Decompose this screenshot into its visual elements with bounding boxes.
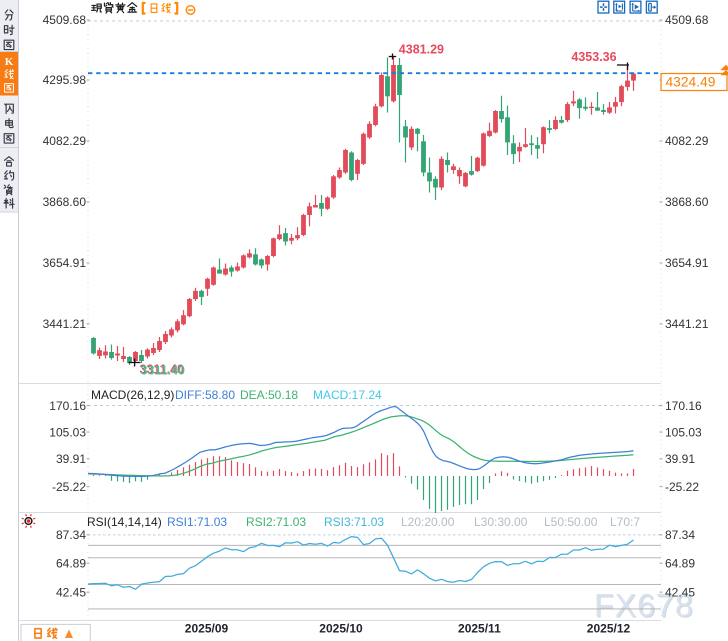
svg-text:4082.29: 4082.29	[43, 134, 87, 148]
svg-text:170.16: 170.16	[49, 399, 86, 413]
svg-text:87.34: 87.34	[665, 528, 695, 542]
svg-text:170.16: 170.16	[665, 399, 702, 413]
svg-text:3654.91: 3654.91	[43, 256, 87, 270]
svg-text:FX678: FX678	[595, 589, 695, 625]
svg-text:2025/11: 2025/11	[458, 622, 501, 636]
svg-text:3654.91: 3654.91	[665, 256, 709, 270]
svg-text:-25.22: -25.22	[665, 480, 699, 494]
svg-text:RSI3:71.03: RSI3:71.03	[324, 515, 384, 529]
svg-text:3311.40: 3311.40	[140, 363, 185, 377]
svg-text:4324.49: 4324.49	[666, 75, 716, 90]
svg-text:3868.60: 3868.60	[43, 195, 87, 209]
svg-text:39.91: 39.91	[56, 452, 86, 466]
svg-text:4381.29: 4381.29	[399, 43, 444, 57]
svg-text:3311.40: 3311.40	[141, 363, 186, 377]
svg-text:RSI1:71.03: RSI1:71.03	[167, 515, 227, 529]
svg-text:2025/09: 2025/09	[185, 622, 229, 636]
svg-text:39.91: 39.91	[665, 452, 695, 466]
svg-text:L70:7: L70:7	[610, 515, 640, 529]
svg-text:L50:50.00: L50:50.00	[544, 515, 598, 529]
svg-text:3441.21: 3441.21	[43, 317, 87, 331]
svg-text:42.45: 42.45	[665, 585, 695, 599]
svg-text:MACD(26,12,9): MACD(26,12,9)	[91, 388, 174, 402]
svg-text:2025/10: 2025/10	[319, 622, 363, 636]
svg-text:87.34: 87.34	[56, 528, 86, 542]
svg-text:L30:30.00: L30:30.00	[474, 515, 528, 529]
svg-text:-25.22: -25.22	[52, 480, 86, 494]
svg-text:4295.98: 4295.98	[43, 73, 87, 87]
svg-text:42.45: 42.45	[56, 585, 86, 599]
svg-text:64.89: 64.89	[56, 557, 86, 571]
svg-text:RSI2:71.03: RSI2:71.03	[246, 515, 306, 529]
svg-text:RSI(14,14,14): RSI(14,14,14)	[87, 515, 162, 529]
svg-text:2025/12: 2025/12	[587, 622, 631, 636]
svg-text:4509.68: 4509.68	[665, 13, 709, 27]
svg-text:4353.36: 4353.36	[571, 50, 616, 64]
svg-text:L20:20.00: L20:20.00	[401, 515, 455, 529]
svg-text:105.03: 105.03	[49, 425, 86, 439]
svg-text:3868.60: 3868.60	[665, 195, 709, 209]
svg-text:FX678: FX678	[594, 588, 694, 624]
svg-text:K: K	[5, 56, 14, 68]
svg-text:DIFF:58.80: DIFF:58.80	[175, 388, 235, 402]
svg-text:64.89: 64.89	[665, 557, 695, 571]
svg-text:MACD:17.24: MACD:17.24	[313, 388, 382, 402]
svg-text:105.03: 105.03	[665, 425, 702, 439]
svg-text:4082.29: 4082.29	[665, 134, 709, 148]
svg-text:3441.21: 3441.21	[665, 317, 709, 331]
svg-text:DEA:50.18: DEA:50.18	[240, 388, 298, 402]
svg-text:4509.68: 4509.68	[43, 13, 87, 27]
